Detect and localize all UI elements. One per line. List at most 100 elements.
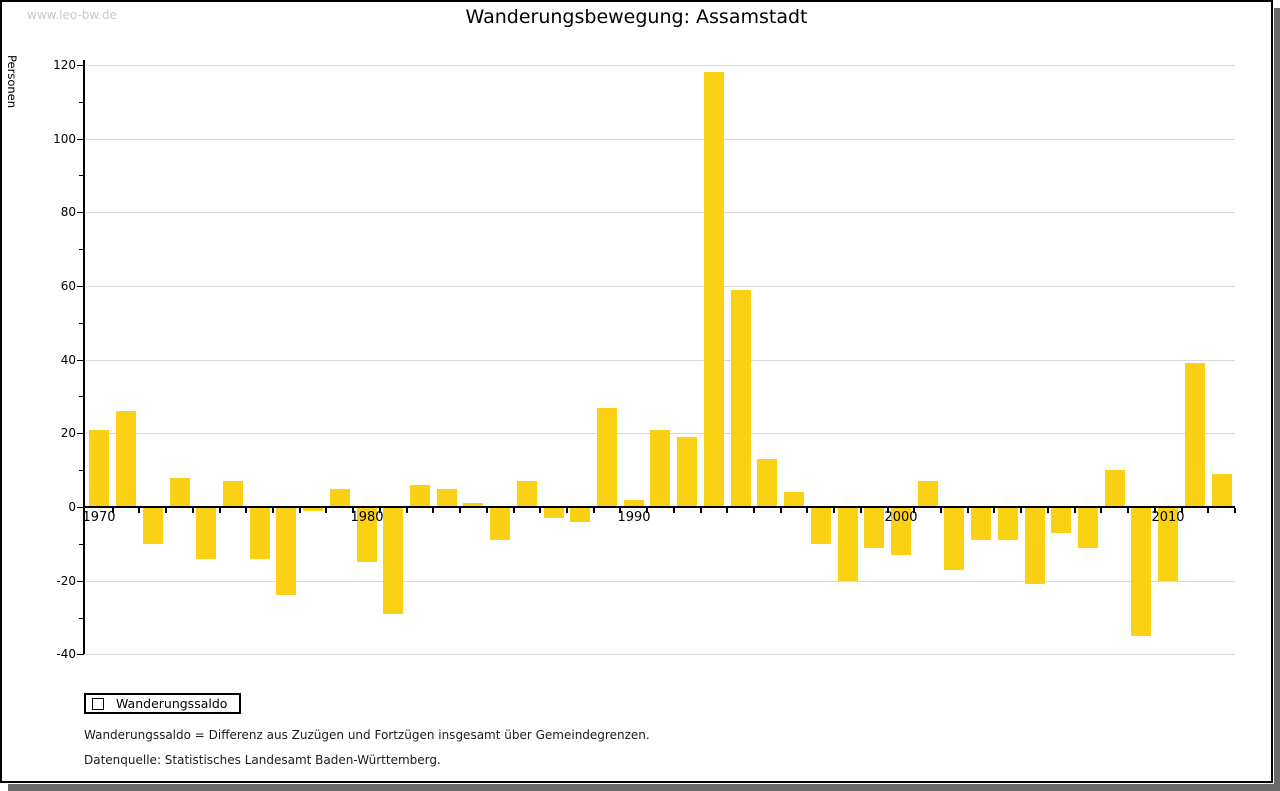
bar-1974[interactable] — [196, 507, 216, 559]
bar-1979[interactable] — [330, 489, 350, 507]
bar-2005[interactable] — [1025, 507, 1045, 584]
y-major-tick-60 — [77, 286, 84, 287]
x-tick-40 — [1154, 508, 1156, 513]
bar-1988[interactable] — [570, 507, 590, 522]
bar-1977[interactable] — [276, 507, 296, 595]
x-tick-16 — [513, 508, 515, 513]
x-tick-36 — [1047, 508, 1049, 513]
bar-1993[interactable] — [704, 72, 724, 507]
bar-2012[interactable] — [1212, 474, 1232, 507]
bar-2003[interactable] — [971, 507, 991, 540]
y-minor-tick--30 — [79, 618, 84, 619]
y-tick-label-20: 20 — [60, 426, 76, 440]
bar-1997[interactable] — [811, 507, 831, 544]
bar-1992[interactable] — [677, 437, 697, 507]
bar-1984[interactable] — [463, 503, 483, 507]
x-tick-37 — [1074, 508, 1076, 513]
bar-1989[interactable] — [597, 408, 617, 507]
bar-1996[interactable] — [784, 492, 804, 507]
y-tick-label-120: 120 — [53, 58, 76, 72]
bar-2006[interactable] — [1051, 507, 1071, 533]
bar-1982[interactable] — [410, 485, 430, 507]
bar-2011[interactable] — [1185, 363, 1205, 507]
bar-1995[interactable] — [757, 459, 777, 507]
bar-1970[interactable] — [89, 430, 109, 507]
bar-1973[interactable] — [170, 478, 190, 507]
bar-1976[interactable] — [250, 507, 270, 559]
x-tick-15 — [486, 508, 488, 513]
x-tick-22 — [673, 508, 675, 513]
bar-1983[interactable] — [437, 489, 457, 507]
legend-box: Wanderungssaldo — [84, 693, 242, 714]
gridline--20 — [86, 581, 1235, 582]
x-tick-9 — [325, 508, 327, 513]
y-minor-tick-10 — [79, 470, 84, 471]
x-tick-11 — [379, 508, 381, 513]
x-tick-43 — [1234, 508, 1236, 513]
bar-1994[interactable] — [731, 290, 751, 507]
bar-1975[interactable] — [223, 481, 243, 507]
x-tick-33 — [967, 508, 969, 513]
gridline-60 — [86, 286, 1235, 287]
x-tick-21 — [646, 508, 648, 513]
bar-1998[interactable] — [838, 507, 858, 581]
y-major-tick-0 — [77, 507, 84, 508]
bar-2004[interactable] — [998, 507, 1018, 540]
bar-2002[interactable] — [944, 507, 964, 570]
bar-2007[interactable] — [1078, 507, 1098, 548]
y-axis-line — [83, 60, 85, 654]
bar-2009[interactable] — [1131, 507, 1151, 636]
gridline-40 — [86, 360, 1235, 361]
y-major-tick-100 — [77, 139, 84, 140]
x-tick-29 — [860, 508, 862, 513]
x-tick-34 — [993, 508, 995, 513]
x-tick-4 — [192, 508, 194, 513]
x-tick-41 — [1181, 508, 1183, 513]
x-tick-5 — [219, 508, 221, 513]
bar-2008[interactable] — [1105, 470, 1125, 507]
window-shadow-bottom — [8, 784, 1280, 791]
y-major-tick--20 — [77, 581, 84, 582]
footnote-definition: Wanderungssaldo = Differenz aus Zuzügen … — [84, 728, 650, 742]
bar-1972[interactable] — [143, 507, 163, 544]
x-tick-25 — [753, 508, 755, 513]
y-major-tick--40 — [77, 654, 84, 655]
x-tick-17 — [539, 508, 541, 513]
x-tick-28 — [833, 508, 835, 513]
x-tick-20 — [619, 508, 621, 513]
bar-1971[interactable] — [116, 411, 136, 507]
y-major-tick-40 — [77, 360, 84, 361]
gridline--40 — [86, 654, 1235, 655]
x-tick-6 — [245, 508, 247, 513]
y-minor-tick-70 — [79, 249, 84, 250]
bar-1991[interactable] — [650, 430, 670, 507]
y-minor-tick-30 — [79, 396, 84, 397]
x-tick-23 — [700, 508, 702, 513]
window-shadow-right — [1274, 8, 1280, 791]
bar-2001[interactable] — [918, 481, 938, 507]
x-tick-42 — [1207, 508, 1209, 513]
bar-1986[interactable] — [517, 481, 537, 507]
bar-2010[interactable] — [1158, 507, 1178, 581]
x-tick-label-1970: 1970 — [82, 510, 116, 525]
x-tick-2 — [138, 508, 140, 513]
y-tick-label--40: -40 — [56, 647, 76, 661]
y-tick-label--20: -20 — [56, 574, 76, 588]
y-tick-label-80: 80 — [60, 205, 76, 219]
gridline-120 — [86, 65, 1235, 66]
bar-1978[interactable] — [303, 507, 323, 511]
x-tick-30 — [887, 508, 889, 513]
bar-1981[interactable] — [383, 507, 403, 614]
bar-1980[interactable] — [357, 507, 377, 562]
gridline-80 — [86, 212, 1235, 213]
bar-1987[interactable] — [544, 507, 564, 518]
bar-2000[interactable] — [891, 507, 911, 555]
bar-1990[interactable] — [624, 500, 644, 507]
bar-1985[interactable] — [490, 507, 510, 540]
y-major-tick-20 — [77, 433, 84, 434]
x-axis-line — [83, 506, 1235, 508]
bar-1999[interactable] — [864, 507, 884, 548]
x-tick-32 — [940, 508, 942, 513]
x-tick-10 — [352, 508, 354, 513]
y-minor-tick-50 — [79, 323, 84, 324]
